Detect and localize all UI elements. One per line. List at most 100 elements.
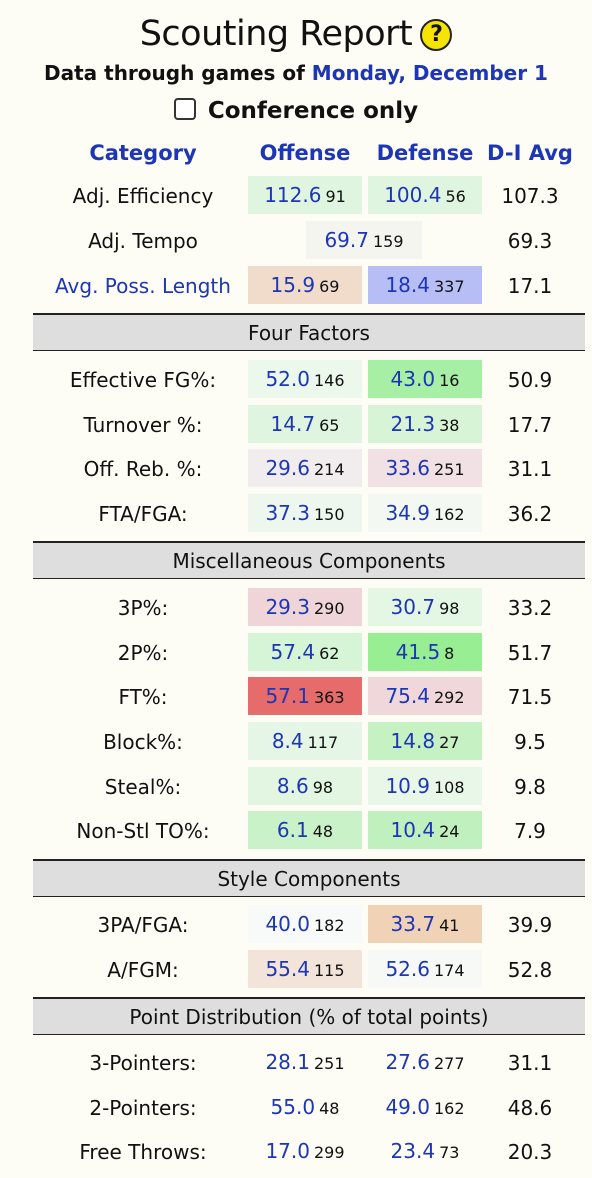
offense-value: 40.0 bbox=[265, 912, 310, 936]
avg-value: 36.2 bbox=[507, 502, 553, 526]
defense-rank: 73 bbox=[439, 1143, 460, 1162]
avg-value: 9.8 bbox=[514, 775, 546, 799]
row-adj-tempo: Adj. Tempo 69.7 159 69.3 bbox=[0, 221, 592, 261]
row-label: Adj. Tempo bbox=[88, 229, 198, 253]
defense-rank: 292 bbox=[433, 688, 465, 707]
offense-rank: 363 bbox=[313, 688, 345, 707]
defense-value: 10.4 bbox=[390, 818, 436, 842]
section-style-components: Style Components bbox=[33, 859, 585, 897]
offense-value: 55.4 bbox=[265, 957, 310, 981]
avg-value: 107.3 bbox=[501, 184, 559, 208]
defense-rank: 41 bbox=[439, 916, 460, 935]
offense-value: 15.9 bbox=[270, 273, 316, 297]
defense-cell: 34.9 162 bbox=[368, 494, 482, 532]
offense-value: 17.0 bbox=[265, 1139, 310, 1163]
defense-rank: 24 bbox=[439, 822, 460, 841]
offense-rank: 117 bbox=[307, 733, 339, 752]
help-icon[interactable]: ? bbox=[420, 19, 453, 51]
offense-cell: 6.1 48 bbox=[248, 811, 362, 849]
section-four-factors: Four Factors bbox=[33, 313, 585, 351]
offense-cell: 37.3 150 bbox=[248, 494, 362, 532]
offense-value: 14.7 bbox=[270, 412, 316, 436]
offense-rank: 299 bbox=[313, 1143, 345, 1162]
row-label: FT%: bbox=[118, 685, 168, 709]
defense-cell: 100.4 56 bbox=[368, 176, 482, 214]
subtitle-prefix: Data through games of bbox=[44, 61, 305, 85]
defense-value: 49.0 bbox=[385, 1095, 430, 1119]
avg-value: 7.9 bbox=[514, 819, 546, 843]
row-a-fgm: A/FGM: 55.4 115 52.6 174 52.8 bbox=[0, 950, 592, 990]
date-link[interactable]: Monday, December 1 bbox=[311, 61, 548, 85]
defense-rank: 174 bbox=[433, 961, 465, 980]
defense-value: 33.7 bbox=[390, 912, 436, 936]
row-label: 2P%: bbox=[117, 641, 169, 665]
column-header-offense[interactable]: Offense bbox=[259, 141, 351, 165]
title-text: Scouting Report bbox=[139, 14, 413, 54]
offense-cell: 14.7 65 bbox=[248, 405, 362, 443]
row-label: 3-Pointers: bbox=[89, 1051, 197, 1075]
section-misc-components: Miscellaneous Components bbox=[33, 541, 585, 579]
defense-cell: 43.0 16 bbox=[368, 360, 482, 398]
row-3-pointers: 3-Pointers: 28.1 251 27.6 277 31.1 bbox=[0, 1043, 592, 1083]
defense-cell: 23.4 73 bbox=[368, 1132, 482, 1170]
avg-value: 31.1 bbox=[507, 1051, 553, 1075]
row-label: Off. Reb. %: bbox=[83, 457, 203, 481]
offense-value: 8.6 bbox=[276, 774, 309, 798]
offense-rank: 48 bbox=[312, 822, 334, 841]
avg-value: 71.5 bbox=[507, 685, 553, 709]
defense-value: 10.9 bbox=[385, 774, 430, 798]
defense-rank: 8 bbox=[444, 644, 455, 663]
avg-poss-length-link[interactable]: Avg. Poss. Length bbox=[55, 274, 231, 298]
offense-cell: 52.0 146 bbox=[248, 360, 362, 398]
offense-rank: 91 bbox=[325, 187, 346, 206]
defense-cell: 14.8 27 bbox=[368, 722, 482, 760]
column-header-defense[interactable]: Defense bbox=[376, 141, 474, 165]
row-label: Turnover %: bbox=[83, 413, 203, 437]
defense-rank: 251 bbox=[433, 460, 465, 479]
defense-cell: 10.9 108 bbox=[368, 767, 482, 805]
defense-rank: 108 bbox=[433, 778, 465, 797]
defense-value: 34.9 bbox=[385, 501, 430, 525]
avg-value: 50.9 bbox=[507, 368, 553, 392]
row-label: Block%: bbox=[103, 730, 183, 754]
offense-rank: 48 bbox=[319, 1099, 340, 1118]
row-label: 3P%: bbox=[117, 596, 169, 620]
defense-cell: 49.0 162 bbox=[368, 1088, 482, 1126]
column-header-avg[interactable]: D-I Avg bbox=[487, 141, 573, 165]
row-ft-pct: FT%: 57.1 363 75.4 292 71.5 bbox=[0, 677, 592, 717]
offense-rank: 98 bbox=[312, 778, 334, 797]
avg-value: 17.7 bbox=[507, 413, 553, 437]
avg-value: 31.1 bbox=[507, 457, 553, 481]
offense-rank: 69 bbox=[319, 277, 340, 296]
row-label: Non-Stl TO%: bbox=[76, 819, 210, 843]
tempo-value: 69.7 bbox=[324, 228, 369, 252]
defense-rank: 277 bbox=[433, 1054, 465, 1073]
offense-rank: 146 bbox=[313, 371, 345, 390]
row-block-pct: Block%: 8.4 117 14.8 27 9.5 bbox=[0, 722, 592, 762]
row-3p-pct: 3P%: 29.3 290 30.7 98 33.2 bbox=[0, 588, 592, 628]
defense-rank: 162 bbox=[433, 1099, 465, 1118]
conference-filter[interactable]: Conference only bbox=[0, 96, 592, 126]
defense-value: 52.6 bbox=[385, 957, 430, 981]
offense-value: 55.0 bbox=[270, 1095, 316, 1119]
defense-rank: 337 bbox=[433, 277, 465, 296]
avg-value: 48.6 bbox=[507, 1096, 553, 1120]
offense-rank: 150 bbox=[313, 505, 345, 524]
offense-rank: 182 bbox=[313, 916, 345, 935]
defense-rank: 162 bbox=[433, 505, 465, 524]
row-avg-poss-length: Avg. Poss. Length 15.9 69 18.4 337 17.1 bbox=[0, 266, 592, 306]
offense-cell: 55.4 115 bbox=[248, 950, 362, 988]
row-off-reb: Off. Reb. %: 29.6 214 33.6 251 31.1 bbox=[0, 449, 592, 489]
defense-cell: 52.6 174 bbox=[368, 950, 482, 988]
tempo-cell: 69.7 159 bbox=[306, 221, 422, 259]
row-adj-efficiency: Adj. Efficiency 112.6 91 100.4 56 107.3 bbox=[0, 176, 592, 216]
offense-value: 8.4 bbox=[271, 729, 304, 753]
row-2p-pct: 2P%: 57.4 62 41.5 8 51.7 bbox=[0, 633, 592, 673]
row-2-pointers: 2-Pointers: 55.0 48 49.0 162 48.6 bbox=[0, 1088, 592, 1128]
conference-only-checkbox[interactable] bbox=[173, 98, 196, 120]
defense-cell: 30.7 98 bbox=[368, 588, 482, 626]
row-label: 2-Pointers: bbox=[89, 1096, 197, 1120]
column-header-category[interactable]: Category bbox=[89, 141, 197, 165]
defense-cell: 33.7 41 bbox=[368, 905, 482, 943]
